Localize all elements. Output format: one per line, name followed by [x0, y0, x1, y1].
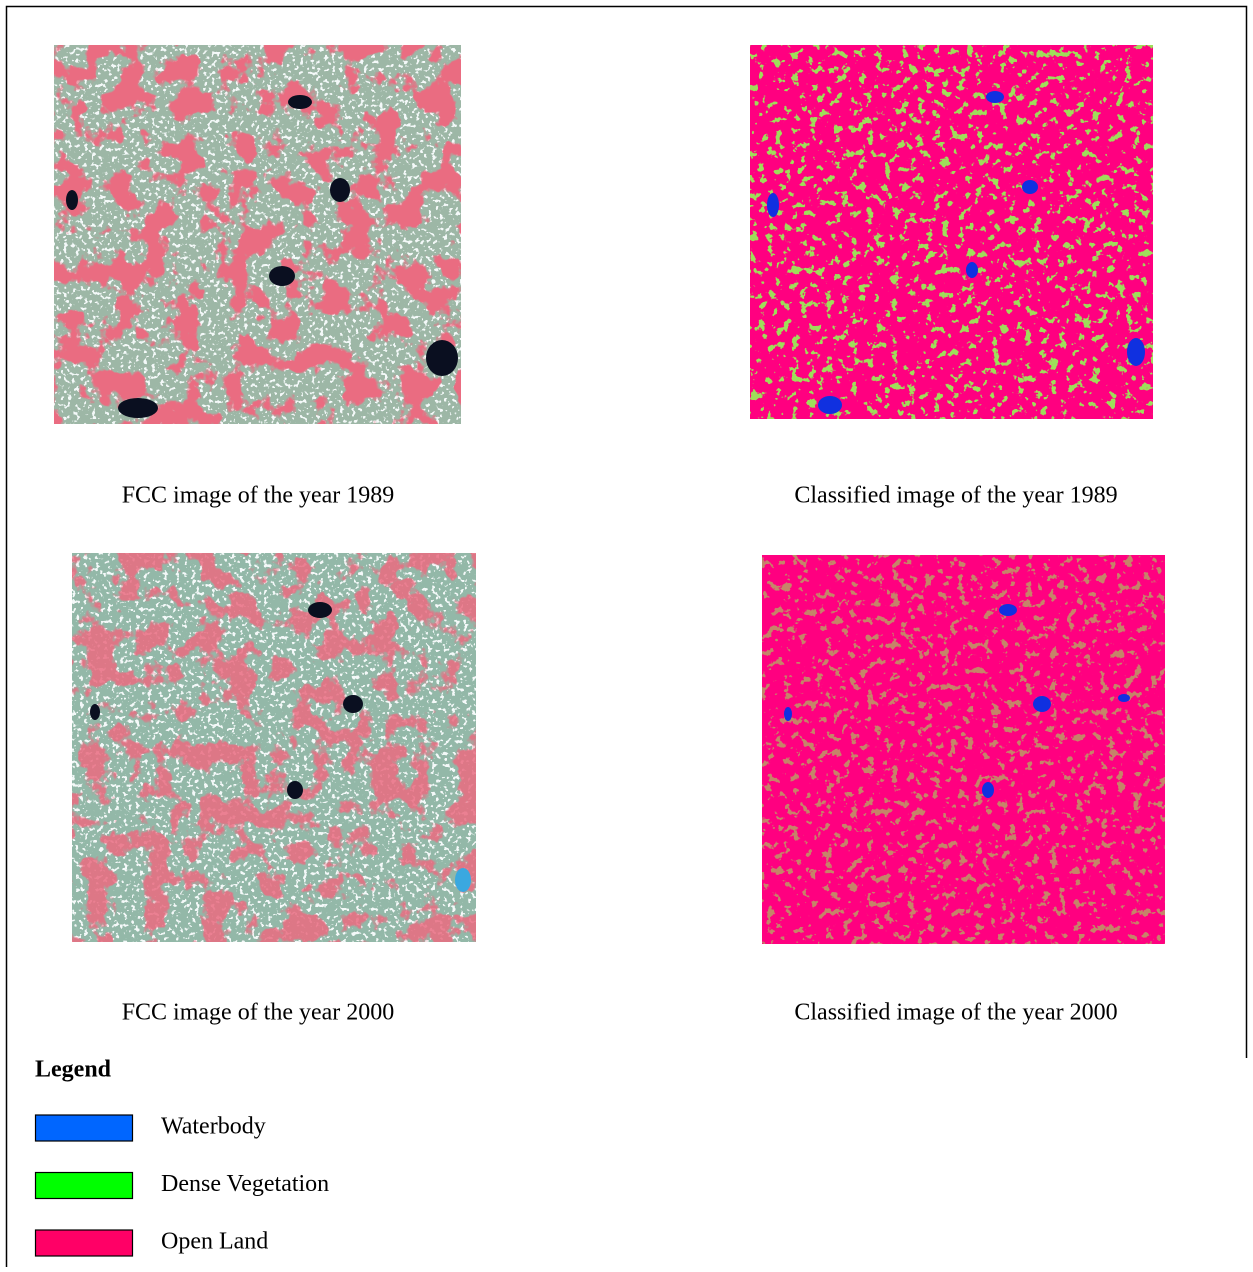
legend-label: Open Land — [161, 1229, 268, 1255]
legend-swatch — [34, 1229, 134, 1257]
fcc-image-1989 — [54, 45, 461, 424]
legend-label: Waterbody — [161, 1114, 266, 1140]
caption: Classified image of the year 1989 — [794, 483, 1117, 509]
legend-swatch — [34, 1114, 134, 1142]
frame — [5, 5, 1248, 1267]
caption: FCC image of the year 1989 — [122, 483, 395, 509]
fcc-image-2000 — [72, 553, 476, 942]
legend-swatch — [34, 1171, 134, 1200]
legend-label: Dense Vegetation — [161, 1171, 329, 1197]
caption: Classified image of the year 2000 — [794, 1000, 1117, 1026]
legend-title: Legend — [35, 1057, 112, 1083]
caption: FCC image of the year 2000 — [122, 1000, 395, 1026]
classified-image-1989 — [750, 45, 1153, 419]
classified-image-2000 — [762, 555, 1165, 944]
